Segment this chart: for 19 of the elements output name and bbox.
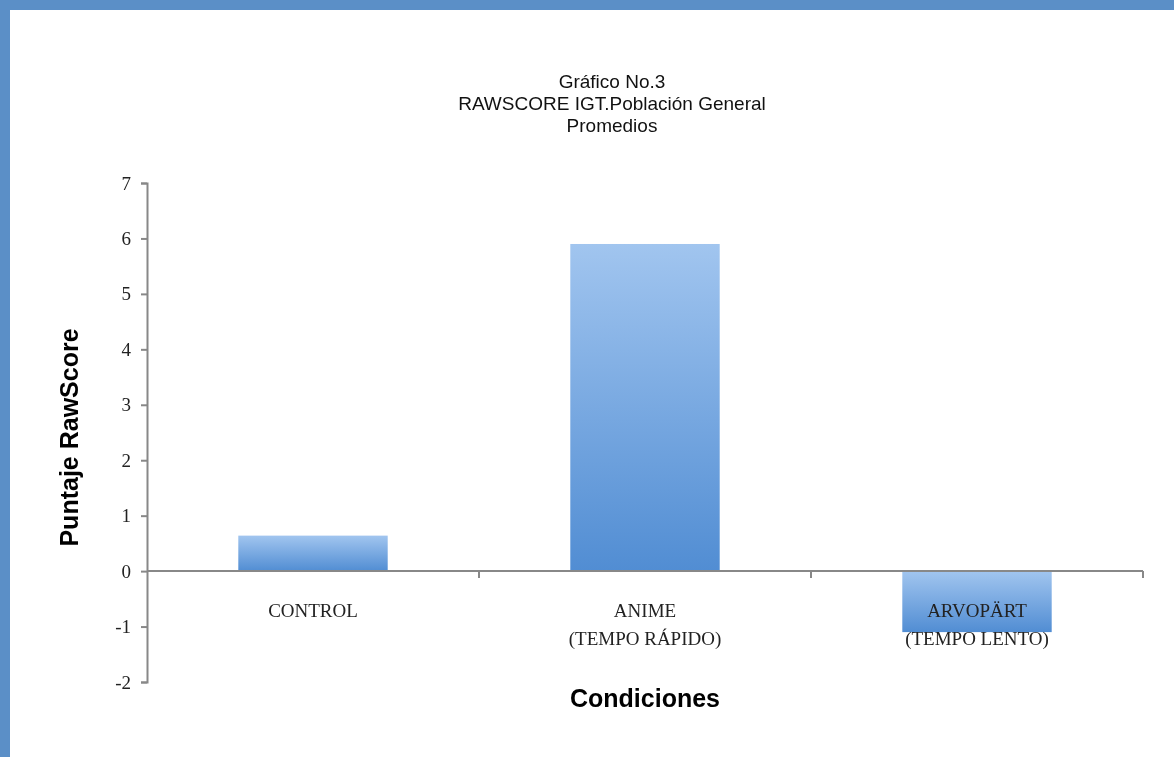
y-tick-label: 0	[121, 560, 131, 582]
chart-title: Gráfico No.3 RAWSCORE IGT.Población General Promedios	[458, 71, 766, 136]
y-tick-label: 6	[121, 228, 131, 250]
y-tick-label: 7	[121, 172, 131, 194]
bar	[238, 535, 388, 572]
x-axis-title: Condiciones	[569, 684, 721, 712]
x-tick-label: ANIME (TEMPO RÁPIDO)	[568, 600, 722, 650]
x-tick-label: CONTROL	[268, 600, 358, 621]
y-tick-label: -2	[115, 671, 131, 693]
y-tick-label: 4	[121, 338, 132, 360]
y-tick-label: 2	[121, 449, 131, 471]
x-tick-label: ARVOPÄRT (TEMPO LENTO)	[905, 600, 1049, 650]
y-tick-label: 3	[121, 394, 131, 416]
y-tick-label: -1	[115, 616, 131, 638]
y-tick-label: 1	[121, 505, 131, 527]
y-tick-label: 5	[121, 283, 131, 305]
y-axis-title: Puntaje RawScore	[55, 328, 83, 547]
bar	[570, 243, 720, 572]
bar	[902, 571, 1052, 633]
